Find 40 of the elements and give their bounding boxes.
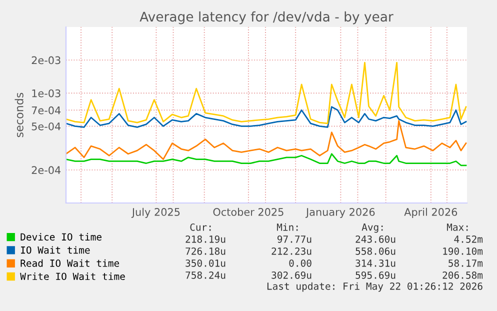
text: 758.24u xyxy=(186,271,226,279)
legend-label: Read IO Wait time xyxy=(20,259,120,267)
line-series xyxy=(66,62,467,124)
text: 206.58m xyxy=(442,271,483,279)
text: 190.10m xyxy=(443,247,483,255)
y-tick-label: 2e-03 xyxy=(32,56,60,64)
text: 0.00 xyxy=(289,259,312,267)
text: 314.31u xyxy=(356,259,396,267)
text: 58.17m xyxy=(448,259,483,267)
text: 726.18u xyxy=(186,247,226,255)
y-tick-label: 7e-04 xyxy=(32,106,61,114)
y-tick-label: 1e-03 xyxy=(32,89,60,98)
line-series xyxy=(66,106,467,128)
text: 97.77u xyxy=(277,235,312,243)
line-series xyxy=(66,153,467,166)
x-tick-label: January 2026 xyxy=(305,208,375,218)
text: 212.23u xyxy=(272,247,312,255)
text: 302.69u xyxy=(272,271,312,279)
text: 4.52m xyxy=(454,235,483,243)
text: 218.19u xyxy=(186,235,226,243)
text: Min: xyxy=(276,223,298,231)
x-tick-label: April 2026 xyxy=(404,208,458,218)
text: 243.60u xyxy=(356,235,396,243)
text: 595.69u xyxy=(356,271,396,279)
line-series xyxy=(66,120,467,160)
text: 350.01u xyxy=(186,259,226,267)
text: Avg: xyxy=(362,224,383,233)
y-axis-title: seconds xyxy=(14,92,24,138)
chart-title: Average latency for /dev/vda - by year xyxy=(140,11,394,24)
text: Cur: xyxy=(190,223,211,231)
x-tick-label: July 2025 xyxy=(131,208,180,218)
legend-label: IO Wait time xyxy=(21,246,90,254)
text: Last update: Fri May 22 01:26:12 2026 xyxy=(267,282,482,292)
y-tick-label: 2e-04 xyxy=(32,166,61,174)
legend-label: Write IO Wait time xyxy=(20,272,125,280)
text: Max: xyxy=(446,224,468,231)
legend-label: Device IO time xyxy=(20,233,102,241)
x-tick-label: October 2025 xyxy=(213,208,284,216)
text: 558.06u xyxy=(356,247,396,255)
y-tick-label: 5e-04 xyxy=(32,122,61,130)
